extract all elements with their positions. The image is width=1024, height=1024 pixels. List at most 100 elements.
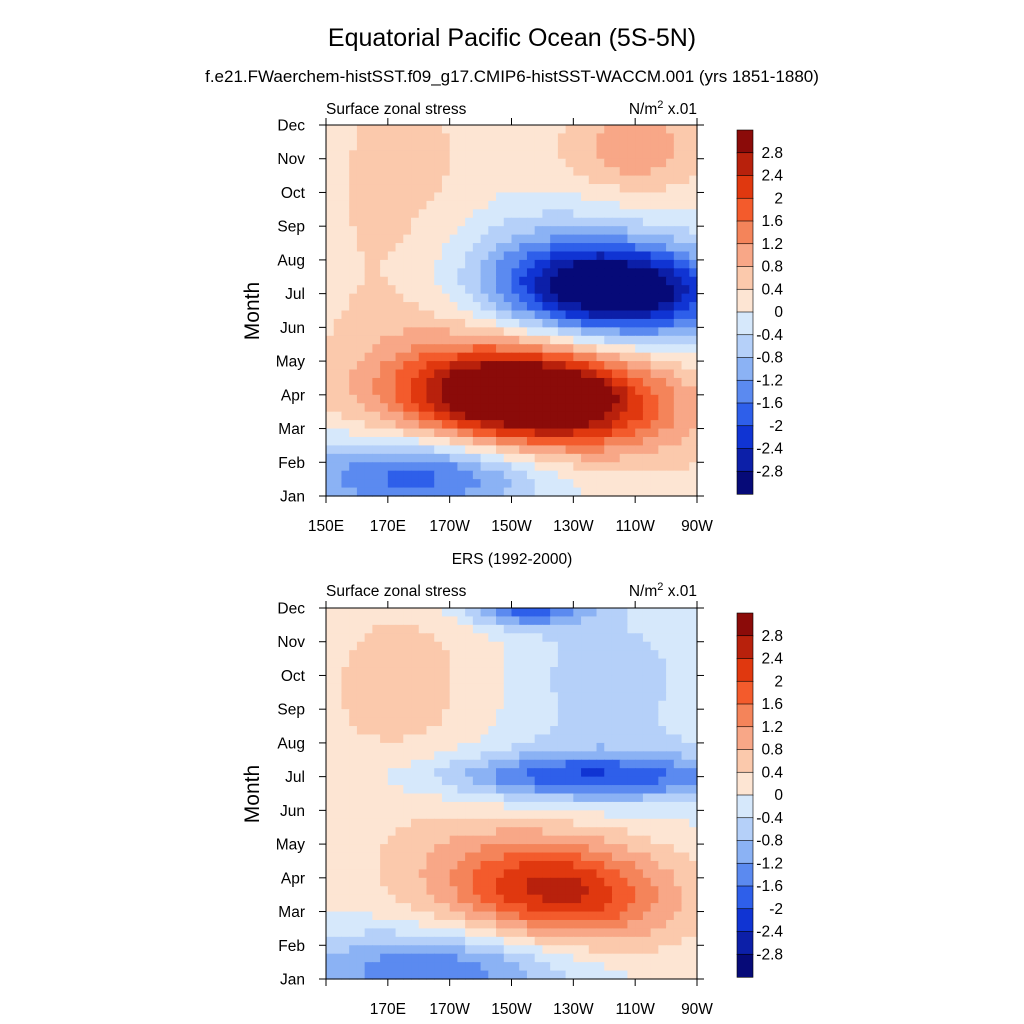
heatmap-cell: [434, 487, 443, 497]
heatmap-cell: [650, 470, 659, 480]
heatmap-cell: [519, 818, 528, 828]
colorbar-box: [736, 425, 754, 450]
heatmap-cell: [650, 877, 659, 887]
heatmap-cell: [642, 835, 652, 845]
heatmap-cell: [557, 919, 567, 930]
heatmap-cell: [557, 369, 567, 379]
heatmap-cell: [526, 919, 536, 930]
heatmap-cell: [511, 877, 520, 887]
heatmap-cell: [573, 377, 582, 387]
heatmap-cell: [457, 860, 466, 870]
heatmap-cell: [426, 734, 435, 744]
heatmap-cell: [356, 785, 366, 795]
heatmap-cell: [364, 734, 373, 744]
heatmap-cell: [596, 852, 605, 862]
heatmap-cell: [356, 462, 366, 472]
heatmap-cell: [372, 259, 381, 269]
heatmap-cell: [326, 928, 335, 938]
heatmap-cell: [689, 403, 698, 413]
heatmap-cell: [441, 633, 451, 643]
heatmap-cell: [465, 268, 474, 278]
heatmap-cell: [503, 945, 513, 955]
heatmap-cell: [434, 335, 443, 345]
heatmap-cell: [689, 184, 698, 194]
y-tick-label: Apr: [281, 870, 305, 887]
heatmap-cell: [503, 785, 513, 795]
heatmap-cell: [596, 894, 605, 904]
heatmap-cell: [341, 445, 350, 455]
heatmap-cell: [395, 302, 404, 312]
heatmap-cell: [573, 487, 582, 497]
heatmap-cell: [581, 953, 590, 963]
heatmap-cell: [689, 369, 698, 379]
heatmap-cell: [333, 226, 343, 236]
heatmap-cell: [395, 726, 404, 736]
heatmap-cell: [380, 692, 389, 702]
heatmap-cell: [565, 641, 574, 651]
heatmap-cell: [349, 759, 358, 769]
heatmap-cell: [635, 251, 644, 261]
heatmap-cell: [534, 192, 544, 202]
colorbar-model: 2.82.421.61.20.80.40-0.4-0.8-1.2-1.6-2-2…: [736, 129, 783, 495]
heatmap-cell: [333, 327, 343, 337]
heatmap-cell: [526, 369, 536, 379]
heatmap-cell: [426, 344, 435, 354]
colorbar-box: [736, 953, 754, 978]
heatmap-cell: [503, 869, 513, 879]
heatmap-cell: [465, 692, 474, 702]
heatmap-cell: [642, 903, 652, 913]
heatmap-cell: [457, 709, 466, 719]
heatmap-cell: [403, 928, 412, 938]
heatmap-cell: [565, 700, 574, 710]
heatmap-cell: [472, 453, 482, 463]
heatmap-cell: [581, 886, 590, 896]
heatmap-cell: [604, 293, 613, 303]
heatmap-cell: [356, 953, 366, 963]
heatmap-cell: [635, 717, 644, 727]
colorbar-label: 1.6: [761, 213, 783, 230]
heatmap-cell: [650, 310, 659, 320]
heatmap-cell: [557, 742, 567, 752]
heatmap-cell: [611, 869, 621, 879]
heatmap-cell: [689, 428, 698, 438]
heatmap-cell: [457, 167, 466, 177]
heatmap-cell: [434, 953, 443, 963]
heatmap-cell: [519, 641, 528, 651]
heatmap-cell: [326, 852, 335, 862]
heatmap-cell: [395, 667, 404, 677]
heatmap-cell: [596, 717, 605, 727]
heatmap-cell: [411, 919, 420, 930]
heatmap-cell: [658, 869, 667, 879]
heatmap-cell: [503, 217, 513, 227]
heatmap-cell: [557, 276, 567, 286]
heatmap-cell: [395, 226, 404, 236]
heatmap-cell: [550, 327, 559, 337]
heatmap-cell: [341, 327, 350, 337]
heatmap-cell: [557, 192, 567, 202]
heatmap-cell: [326, 150, 335, 160]
heatmap-cell: [465, 827, 474, 837]
heatmap-cell: [449, 633, 458, 643]
heatmap-cell: [666, 327, 675, 337]
heatmap-cell: [596, 150, 605, 160]
heatmap-cell: [480, 192, 489, 202]
heatmap-cell: [689, 453, 698, 463]
heatmap-cell: [666, 479, 675, 489]
heatmap-cell: [488, 751, 497, 761]
heatmap-cell: [596, 683, 605, 693]
heatmap-cell: [511, 886, 520, 896]
heatmap-cell: [666, 369, 675, 379]
heatmap-cell: [581, 217, 590, 227]
heatmap-cell: [542, 361, 551, 371]
heatmap-cell: [372, 751, 381, 761]
heatmap-cell: [403, 150, 412, 160]
heatmap-cell: [534, 624, 544, 634]
heatmap-cell: [565, 479, 574, 489]
heatmap-cell: [395, 793, 404, 803]
heatmap-cell: [411, 175, 420, 185]
heatmap-cell: [411, 184, 420, 194]
heatmap-cell: [372, 675, 381, 685]
heatmap-cell: [465, 616, 474, 626]
heatmap-cell: [619, 953, 629, 963]
heatmap-cell: [573, 361, 582, 371]
